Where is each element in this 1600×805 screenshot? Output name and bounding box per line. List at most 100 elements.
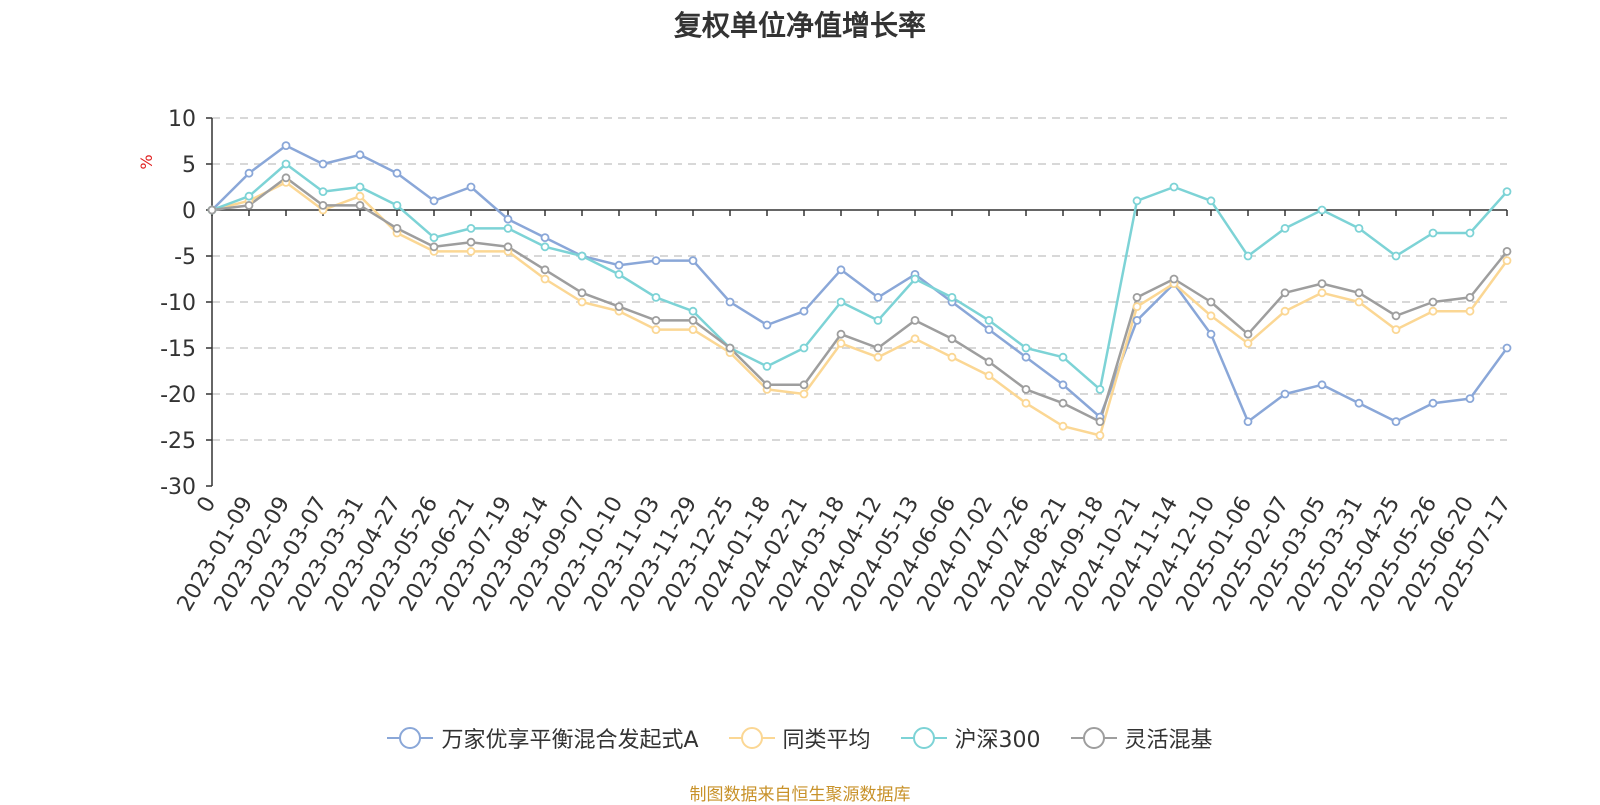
data-point	[984, 357, 994, 367]
y-tick-label: -15	[160, 337, 196, 362]
data-point	[836, 297, 846, 307]
data-point	[688, 315, 698, 325]
data-point	[1095, 417, 1105, 427]
data-point	[1280, 288, 1290, 298]
data-point	[836, 329, 846, 339]
data-point	[466, 246, 476, 256]
data-point	[873, 315, 883, 325]
data-point	[1058, 398, 1068, 408]
data-point	[1243, 329, 1253, 339]
chart-title: 复权单位净值增长率	[673, 9, 926, 42]
data-point	[577, 297, 587, 307]
data-point	[244, 168, 254, 178]
data-point	[651, 292, 661, 302]
data-point	[1243, 338, 1253, 348]
data-point	[318, 200, 328, 210]
data-point	[1132, 302, 1142, 312]
data-point	[1354, 297, 1364, 307]
data-point	[1169, 182, 1179, 192]
data-point	[799, 343, 809, 353]
legend-label: 灵活混基	[1124, 728, 1213, 753]
data-point	[1280, 389, 1290, 399]
data-point	[1465, 292, 1475, 302]
data-point	[1428, 306, 1438, 316]
data-point	[1058, 421, 1068, 431]
data-point	[910, 274, 920, 284]
series-line-0	[210, 144, 1509, 423]
data-point	[984, 325, 994, 335]
data-point	[910, 334, 920, 344]
legend-item[interactable]: 沪深300	[900, 722, 1041, 754]
data-point	[318, 159, 328, 169]
data-point	[1021, 384, 1031, 394]
data-point	[429, 196, 439, 206]
data-point	[540, 265, 550, 275]
data-point	[1243, 251, 1253, 261]
legend-item[interactable]: 万家优享平衡混合发起式A	[387, 722, 699, 754]
data-point	[1317, 288, 1327, 298]
data-point	[873, 352, 883, 362]
data-point	[1391, 311, 1401, 321]
data-point	[466, 223, 476, 233]
data-point	[244, 200, 254, 210]
data-point	[281, 141, 291, 151]
data-point	[1502, 343, 1512, 353]
data-point	[1095, 384, 1105, 394]
data-point	[614, 269, 624, 279]
data-point	[1132, 315, 1142, 325]
legend-item[interactable]: 灵活混基	[1070, 722, 1213, 754]
data-point	[1021, 343, 1031, 353]
data-point	[1428, 297, 1438, 307]
data-point	[1354, 223, 1364, 233]
data-point	[1206, 297, 1216, 307]
data-point	[355, 200, 365, 210]
data-point	[540, 233, 550, 243]
data-point	[1169, 274, 1179, 284]
data-point	[429, 233, 439, 243]
gridlines	[212, 117, 1507, 441]
data-point	[799, 306, 809, 316]
data-point	[1465, 228, 1475, 238]
y-tick-label: 5	[182, 153, 196, 178]
y-axis-unit-label: %	[137, 154, 156, 169]
data-point	[503, 242, 513, 252]
data-point	[1317, 279, 1327, 289]
data-point	[355, 150, 365, 160]
data-point	[947, 292, 957, 302]
data-point	[1132, 292, 1142, 302]
legend-label: 沪深300	[954, 728, 1041, 753]
data-point	[984, 315, 994, 325]
y-tick-label: -5	[174, 245, 196, 270]
data-point	[1243, 417, 1253, 427]
axes: 1050-5-10-15-20-25-3002023-01-092023-02-…	[160, 107, 1516, 616]
data-point	[503, 223, 513, 233]
data-point	[947, 352, 957, 362]
data-point	[429, 242, 439, 252]
data-point	[540, 274, 550, 284]
data-point	[318, 187, 328, 197]
data-point	[984, 371, 994, 381]
data-point	[1280, 306, 1290, 316]
data-point	[1280, 223, 1290, 233]
legend-item[interactable]: 同类平均	[728, 722, 871, 754]
data-point	[355, 191, 365, 201]
data-point	[577, 288, 587, 298]
data-point	[614, 302, 624, 312]
data-point	[799, 389, 809, 399]
data-point	[947, 334, 957, 344]
data-point	[688, 306, 698, 316]
legend-label: 同类平均	[782, 728, 871, 753]
data-point	[1391, 417, 1401, 427]
data-point	[466, 182, 476, 192]
data-point	[281, 159, 291, 169]
data-point	[1428, 398, 1438, 408]
legend-marker-icon	[728, 726, 775, 750]
data-point	[651, 315, 661, 325]
data-point	[1058, 380, 1068, 390]
data-point	[873, 292, 883, 302]
data-point	[1391, 325, 1401, 335]
data-point	[873, 343, 883, 353]
legend-marker-icon	[387, 726, 434, 750]
data-point	[762, 380, 772, 390]
data-point	[1095, 430, 1105, 440]
